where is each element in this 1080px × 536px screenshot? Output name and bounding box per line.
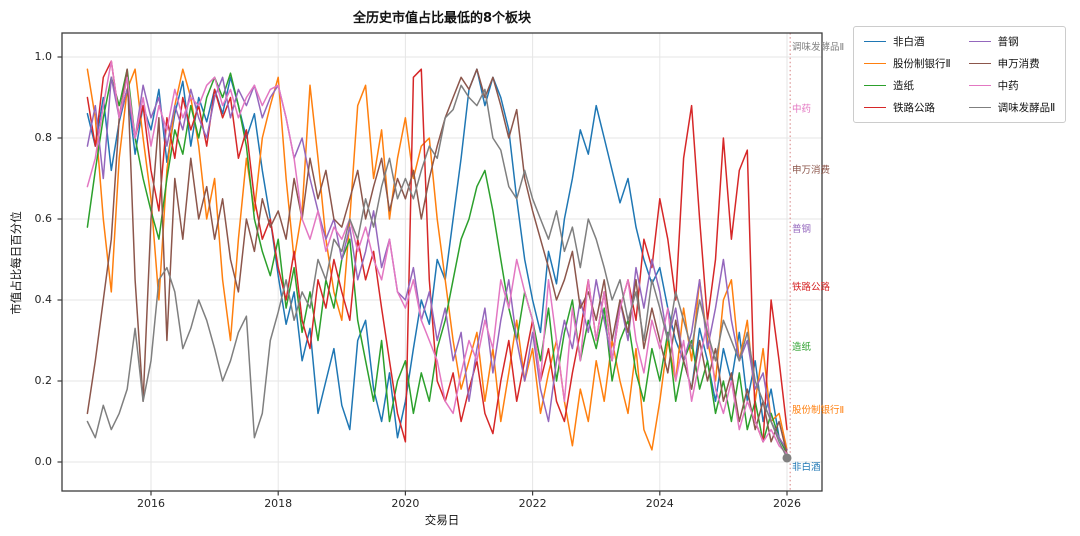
series-end-label-2: 中药 [792, 104, 812, 115]
x-tick-label: 2020 [391, 497, 420, 510]
series-end-label-3: 申万消费 [792, 165, 831, 176]
legend-line-swatch [968, 41, 991, 42]
legend-line-swatch [864, 107, 886, 108]
series-line-4 [86, 60, 788, 443]
x-axis-label: 交易日 [424, 513, 460, 527]
legend-line-swatch [864, 63, 886, 64]
legend-label: 普钢 [997, 36, 1019, 48]
series-end-label-1: 调味发酵品Ⅱ [792, 42, 845, 53]
legend-line-swatch [968, 107, 991, 108]
legend-line-swatch [968, 63, 991, 64]
x-tick-label: 2016 [137, 497, 165, 510]
legend-item-8: 调味发酵品Ⅱ [968, 100, 1056, 115]
series-end-label-8: 非白酒 [792, 462, 821, 473]
legend-item-7: 中药 [968, 78, 1056, 93]
y-tick-label: 0.2 [34, 374, 53, 387]
x-tick-label: 2026 [773, 497, 801, 510]
legend-box: 非白酒股份制银行Ⅱ 造纸铁路公路 普钢申万消费中药调味发酵品Ⅱ [853, 26, 1067, 123]
series-line-8 [86, 84, 788, 459]
legend-label: 股份制银行Ⅱ [893, 58, 951, 70]
series-end-label-5: 铁路公路 [792, 282, 831, 293]
legend-label: 造纸 [893, 80, 914, 92]
legend-item-6: 申万消费 [968, 56, 1056, 71]
legend-label: 非白酒 [893, 36, 925, 48]
x-tick-label: 2024 [645, 497, 674, 510]
legend-item-4: 铁路公路 [864, 100, 951, 115]
y-tick-label: 0.4 [34, 293, 53, 306]
y-tick-label: 0.0 [34, 455, 53, 468]
series-line-6 [86, 68, 788, 455]
series-end-label-6: 造纸 [792, 342, 812, 353]
legend-line-swatch [864, 41, 886, 42]
legend-line-swatch [864, 85, 886, 86]
legend-item-5: 普钢 [968, 34, 1056, 49]
y-tick-label: 0.8 [34, 131, 53, 144]
legend-item-3: 造纸 [864, 78, 951, 93]
series-line-7 [86, 60, 788, 455]
series-end-marker [782, 453, 792, 463]
x-tick-label: 2018 [264, 497, 293, 510]
chart-title: 全历史市值占比最低的8个板块 [352, 11, 532, 26]
x-tick-label: 2022 [518, 497, 547, 510]
series-end-label-4: 普钢 [792, 224, 812, 235]
legend-label: 调味发酵品Ⅱ [997, 102, 1056, 114]
legend-line-swatch [968, 85, 991, 86]
series-end-label-7: 股份制银行Ⅱ [792, 405, 845, 416]
legend-item-2: 股份制银行Ⅱ [864, 56, 951, 71]
plot-border [61, 32, 823, 492]
legend-item-1: 非白酒 [864, 34, 951, 49]
y-tick-label: 0.6 [34, 212, 53, 225]
y-axis-label: 市值占比每日百分位 [9, 211, 23, 315]
legend-label: 铁路公路 [893, 102, 935, 114]
y-tick-label: 1.0 [34, 50, 53, 63]
legend-label: 申万消费 [997, 58, 1040, 70]
legend-label: 中药 [997, 80, 1019, 92]
